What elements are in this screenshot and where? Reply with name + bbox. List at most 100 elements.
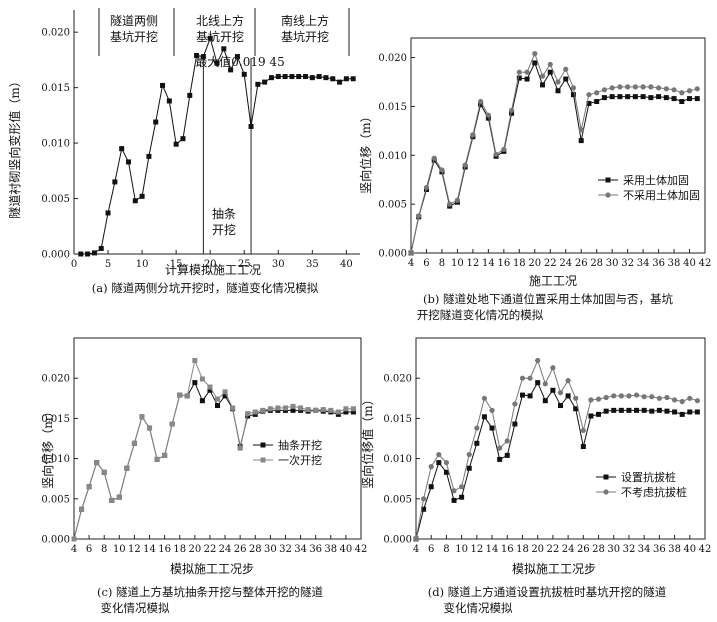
data-point [634, 407, 640, 413]
data-point [565, 393, 571, 399]
data-point [320, 407, 326, 413]
data-point [596, 411, 602, 417]
data-point [580, 427, 586, 434]
data-point [641, 394, 647, 400]
data-point [313, 407, 319, 413]
data-point [470, 132, 476, 138]
data-point [578, 127, 584, 133]
panel-a-caption: (a) 隧道两侧分坑开挖时，隧道变化情况模拟 [92, 281, 319, 295]
x-tick-label: 42 [355, 544, 368, 555]
data-point [116, 494, 122, 500]
data-point [112, 179, 118, 185]
data-point [481, 395, 488, 401]
data-point [501, 146, 507, 153]
data-point [649, 394, 655, 400]
legend-swatch-marker [260, 457, 266, 463]
x-tick-label: 18 [513, 258, 526, 269]
panel-c-ylabel: 竖向位移（m） [40, 405, 55, 488]
data-point [672, 409, 678, 415]
legend-label: 设置抗拔桩 [621, 470, 676, 484]
stage-label-2-line2: 基坑开挖 [196, 29, 244, 44]
data-point [649, 408, 655, 414]
data-point [489, 425, 495, 431]
data-point [316, 74, 322, 80]
data-point [626, 407, 632, 413]
x-tick-label: 24 [559, 258, 572, 269]
data-point [187, 92, 193, 98]
data-point [481, 414, 487, 420]
x-tick-label: 12 [128, 544, 141, 555]
data-point [194, 52, 200, 58]
data-point [119, 146, 125, 152]
panel-d: 竖向位移值（m） 模拟施工工况步 (d) 隧道上方通道设置抗拔桩时基坑开挖的隧道… [360, 337, 711, 615]
data-point [524, 76, 530, 82]
data-point [289, 74, 295, 80]
data-point [328, 407, 334, 413]
data-point [303, 74, 309, 80]
data-point [611, 393, 617, 399]
x-tick-label: 10 [113, 544, 126, 555]
x-tick-label: 36 [652, 258, 665, 269]
stage-label-3-line2: 基坑开挖 [281, 29, 329, 44]
data-point [611, 407, 617, 413]
legend-label: 采用土体加固 [623, 173, 689, 187]
x-tick-label: 4 [408, 258, 414, 269]
x-tick-label: 6 [428, 544, 434, 555]
data-point [335, 409, 341, 415]
data-point [451, 497, 457, 503]
data-point [485, 115, 491, 121]
data-point [603, 394, 609, 401]
x-tick-label: 8 [443, 544, 449, 555]
data-point [519, 375, 526, 381]
data-point [671, 96, 677, 102]
data-point [350, 406, 356, 412]
x-tick-label: 10 [451, 258, 464, 269]
data-point [550, 365, 556, 371]
data-point [641, 407, 647, 413]
panel-d-ylabel: 竖向位移值（m） [360, 393, 375, 488]
y-tick-label: 0.015 [383, 414, 412, 425]
data-point [124, 465, 130, 471]
data-point [408, 250, 414, 256]
data-point [618, 407, 624, 413]
panel-a: 隧道衬砌竖向变形值（m） 计算模拟施工工况 (a) 隧道两侧分坑开挖时，隧道变化… [7, 8, 360, 295]
data-point [595, 396, 602, 402]
data-point [343, 76, 349, 82]
x-tick-label: 4 [71, 544, 77, 555]
data-point [563, 66, 569, 72]
stage-label-1-line1: 隧道两侧 [110, 13, 158, 28]
y-tick-label: 0.010 [383, 454, 412, 465]
data-point [268, 75, 274, 81]
data-point [694, 96, 700, 102]
x-tick-label: 30 [606, 258, 619, 269]
data-point [679, 90, 685, 96]
data-point [305, 407, 311, 413]
data-point [436, 460, 442, 466]
x-tick-label: 26 [234, 544, 247, 555]
data-point [252, 409, 258, 415]
data-point [230, 405, 236, 411]
legend-swatch-marker [603, 474, 609, 480]
data-point [309, 75, 315, 81]
data-point [290, 403, 296, 409]
series-line-1 [415, 381, 698, 540]
data-point [451, 488, 457, 494]
data-point [671, 87, 677, 93]
x-tick-label: 12 [470, 544, 483, 555]
x-tick-label: 24 [562, 544, 575, 555]
data-point [237, 445, 243, 451]
x-tick-label: 30 [272, 259, 285, 270]
data-point [245, 411, 251, 417]
x-tick-label: 40 [683, 544, 696, 555]
data-point [207, 35, 213, 41]
data-point [439, 167, 445, 173]
data-point [330, 76, 336, 82]
data-point [625, 84, 631, 90]
y-tick-label: 0.015 [41, 414, 70, 425]
data-point [343, 409, 349, 415]
data-point [504, 452, 510, 458]
data-point [160, 82, 166, 88]
data-point [350, 76, 356, 82]
data-point [478, 101, 484, 107]
x-tick-label: 12 [467, 258, 480, 269]
